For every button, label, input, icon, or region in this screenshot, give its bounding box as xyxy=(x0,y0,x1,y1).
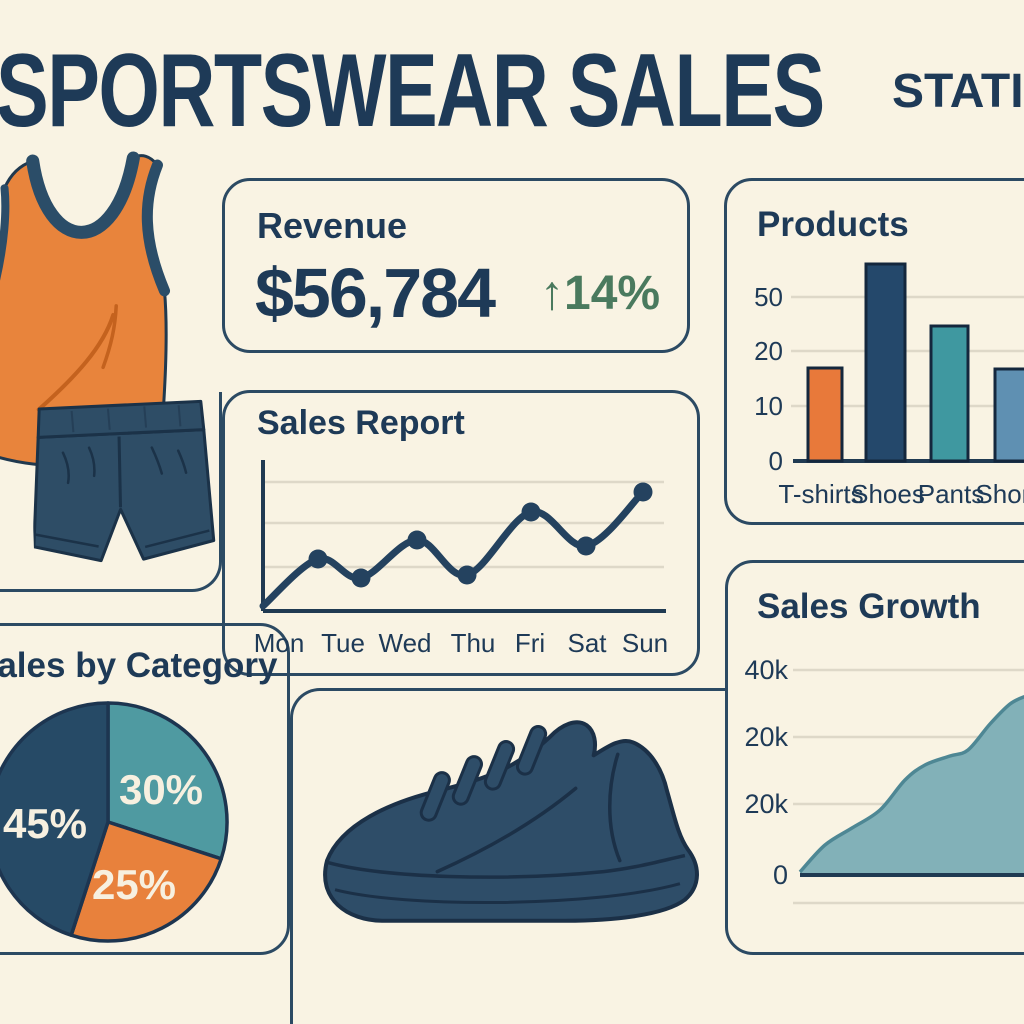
sales_by_category-slice xyxy=(106,701,229,861)
sales-report-card xyxy=(222,390,700,676)
sales_growth-tick-label: 20k xyxy=(744,722,788,752)
tank-fold-line xyxy=(101,304,118,370)
page-title: SPORTSWEAR SALES xyxy=(0,33,825,149)
shorts-waistband xyxy=(36,399,206,439)
sales_by_category-slice xyxy=(0,701,110,937)
shorts-fold-lines xyxy=(61,446,188,485)
shorts-body xyxy=(32,428,216,563)
products-tick-label: 10 xyxy=(754,391,783,421)
revenue-card-title: Revenue xyxy=(257,205,408,246)
sales_report-category-label: Sun xyxy=(622,628,668,658)
sales-growth-card xyxy=(725,560,1024,955)
sales_report-category-label: Mon xyxy=(254,628,305,658)
sales_growth-area xyxy=(800,696,1024,875)
revenue-value: $56,784 xyxy=(255,254,496,332)
sales_report-category-label: Thu xyxy=(451,628,496,658)
lace-bar xyxy=(451,755,483,806)
sales_report-category-label: Sat xyxy=(567,628,607,658)
sales_report-dot xyxy=(576,536,596,556)
sneaker-illustration-card xyxy=(290,688,728,1024)
lace-bar xyxy=(515,725,548,776)
products-bar xyxy=(929,324,970,463)
lace-bar xyxy=(483,740,516,791)
tank-armhole-trim-left xyxy=(0,184,10,281)
sales-growth-title: Sales Growth xyxy=(757,587,981,626)
sales_growth-tick-label: 40k xyxy=(744,655,788,685)
shorts-illustration xyxy=(32,399,216,563)
tank-armhole-trim-right xyxy=(141,159,171,297)
products-title: Products xyxy=(757,205,909,244)
sales_growth-area-line xyxy=(798,694,1024,874)
products-category-label: Pants xyxy=(918,479,985,509)
sales_report-category-label: Fri xyxy=(515,628,545,658)
sales_report-dot xyxy=(308,549,328,569)
sneaker-sole-line xyxy=(327,853,686,879)
products-bar xyxy=(993,367,1024,463)
sales_by_category-slice-label: 25% xyxy=(92,861,176,908)
sales_by_category-slice xyxy=(69,820,223,943)
sales_growth-tick-label: 20k xyxy=(744,789,788,819)
products-bar xyxy=(864,262,907,463)
tank-neck-trim xyxy=(26,151,140,239)
lace-bar xyxy=(419,771,451,822)
sneaker-illustration xyxy=(323,720,699,923)
sales_report-dot xyxy=(457,565,477,585)
shorts-crease xyxy=(117,436,123,508)
products-bar xyxy=(806,366,844,463)
sales-report-title: Sales Report xyxy=(257,404,465,442)
products-category-label: T-shirts xyxy=(778,479,863,509)
products-card xyxy=(724,178,1024,525)
products-tick-label: 50 xyxy=(754,282,783,312)
sales_growth-tick-label: 0 xyxy=(773,860,788,890)
revenue-card xyxy=(222,178,690,353)
sneaker-laces xyxy=(419,725,548,822)
sales_report-dot xyxy=(407,530,427,550)
sales_report-dot xyxy=(521,502,541,522)
clothes-illustration-card xyxy=(0,392,222,592)
products-tick-label: 0 xyxy=(769,446,783,476)
sales_report-dot xyxy=(351,568,371,588)
revenue-change-value: 14% xyxy=(564,267,661,320)
sales_report-dot xyxy=(633,482,653,502)
tank-fold-line xyxy=(36,312,116,412)
sneaker-heel-line xyxy=(608,752,622,863)
sales-by-category-card xyxy=(0,623,290,955)
page-subtitle: STATISTICS xyxy=(892,65,1024,118)
sales_by_category-slice-label: 30% xyxy=(119,766,203,813)
products-category-label: Shorts xyxy=(975,479,1024,509)
up-arrow-icon: ↑ xyxy=(540,267,564,320)
products-category-label: Shoes xyxy=(851,479,925,509)
sales_report-category-label: Tue xyxy=(321,628,365,658)
sales_by_category-slice-label: 45% xyxy=(3,800,87,847)
revenue-change-badge: ↑14% xyxy=(540,270,660,318)
sneaker-sole-line-lower xyxy=(334,882,681,905)
sales_report-category-label: Wed xyxy=(379,628,432,658)
sneaker-instep-line xyxy=(435,786,578,874)
sales-by-category-title: Sales by Category xyxy=(0,646,278,685)
shorts-cuff-line xyxy=(35,529,210,549)
shorts-waist-stitches xyxy=(70,405,182,433)
products-tick-label: 20 xyxy=(754,336,783,366)
tank-top-illustration xyxy=(0,151,171,468)
